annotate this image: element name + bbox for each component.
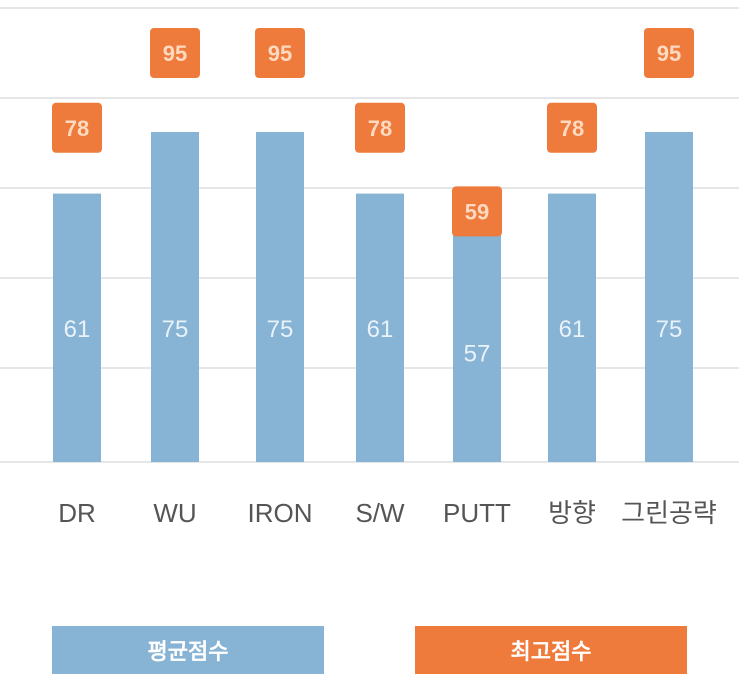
bar-average-value-label: 61 — [559, 316, 586, 343]
max-score-badge-6[interactable] — [644, 28, 694, 78]
legend-average-score-label: 평균점수 — [147, 639, 229, 664]
max-badges: 78 95 95 78 59 78 95 — [52, 28, 694, 237]
bar-average-0[interactable] — [53, 193, 101, 462]
bar-average-3[interactable] — [356, 193, 404, 462]
max-score-value-label: 78 — [560, 116, 584, 141]
bars: 61 75 75 61 57 61 75 — [53, 132, 693, 462]
max-score-value-label: 78 — [65, 116, 89, 141]
bar-average-1[interactable] — [151, 132, 199, 462]
max-score-badge-5[interactable] — [547, 102, 597, 153]
max-score-badge-0[interactable] — [52, 102, 102, 153]
x-tick-label: DR — [58, 498, 96, 528]
max-score-value-label: 95 — [657, 41, 681, 66]
max-score-badge-4[interactable] — [452, 186, 502, 237]
bar-average-value-label: 75 — [267, 316, 294, 343]
bar-average-value-label: 61 — [64, 316, 91, 343]
legend-max-score[interactable]: 최고점수 — [415, 626, 687, 674]
bar-average-4[interactable] — [453, 211, 501, 462]
x-tick-label: 방향 — [548, 498, 596, 528]
x-tick-label: S/W — [355, 498, 405, 528]
max-score-value-label: 59 — [465, 199, 489, 224]
x-tick-label: WU — [153, 498, 196, 528]
x-tick-label: PUTT — [443, 498, 511, 528]
max-score-badge-3[interactable] — [355, 102, 405, 153]
bar-average-6[interactable] — [645, 132, 693, 462]
legend-max-score-label: 최고점수 — [510, 639, 592, 664]
bar-average-2[interactable] — [256, 132, 304, 462]
max-score-value-label: 95 — [268, 41, 292, 66]
bar-average-value-label: 57 — [464, 341, 491, 368]
x-tick-label: IRON — [248, 498, 313, 528]
max-score-value-label: 95 — [163, 41, 187, 66]
legend-average-score[interactable]: 평균점수 — [52, 626, 324, 674]
max-score-badge-2[interactable] — [255, 28, 305, 78]
x-tick-label: 그린공략 — [621, 498, 717, 528]
x-axis-ticks: DR WU IRON S/W PUTT 방향 그린공략 — [58, 498, 717, 528]
bar-average-5[interactable] — [548, 193, 596, 462]
bar-average-value-label: 61 — [367, 316, 394, 343]
bar-average-value-label: 75 — [656, 316, 683, 343]
max-score-value-label: 78 — [368, 116, 392, 141]
max-score-badge-1[interactable] — [150, 28, 200, 78]
bar-average-value-label: 75 — [162, 316, 189, 343]
